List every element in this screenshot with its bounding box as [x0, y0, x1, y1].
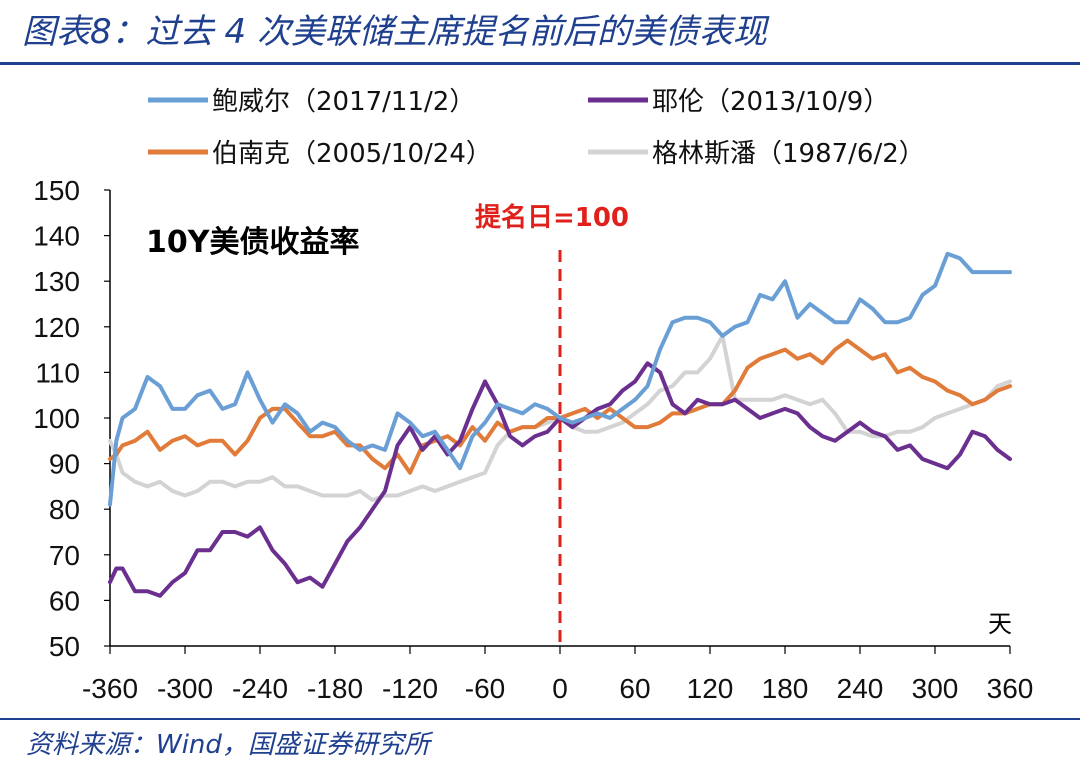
- axes: 50 60 70 80 90 100 110 120 130 140 150 -360 -300 -240…: [33, 175, 1033, 704]
- x-tick-label: 60: [619, 673, 650, 704]
- title-divider: [0, 62, 1080, 65]
- footer-divider: [0, 718, 1080, 720]
- x-axis-label: 天: [988, 610, 1012, 638]
- y-tick-label: 150: [33, 175, 80, 206]
- nomination-annotation: 提名日=100: [475, 202, 629, 233]
- series-line-2: [108, 338, 1012, 475]
- x-tick-label: -300: [157, 673, 213, 704]
- legend-label-1: 耶伦（2013/10/9）: [652, 87, 889, 117]
- y-tick-label: 80: [49, 494, 80, 525]
- series-line-1: [108, 361, 1012, 598]
- y-tick-label: 60: [49, 585, 80, 616]
- y-tick-label: 70: [49, 540, 80, 571]
- x-tick-label: -60: [465, 673, 505, 704]
- figure-title: 图表8：过去 4 次美联储主席提名前后的美债表现: [22, 12, 767, 52]
- y-tick-label: 90: [49, 449, 80, 480]
- series-line-0: [108, 251, 1012, 507]
- x-tick-label: 120: [687, 673, 734, 704]
- x-tick-label: -180: [307, 673, 363, 704]
- x-tick-label: 360: [987, 673, 1034, 704]
- y-tick-label: 140: [33, 221, 80, 252]
- source-note: 资料来源：Wind，国盛证券研究所: [26, 730, 430, 760]
- x-tick-label: 0: [552, 673, 568, 704]
- legend: 鲍威尔（2017/11/2） 耶伦（2013/10/9） 伯南克（2005/10/2…: [148, 87, 925, 169]
- x-tick-label: -120: [382, 673, 438, 704]
- x-tick-label: 300: [912, 673, 959, 704]
- legend-label-3: 格林斯潘（1987/6/2）: [652, 139, 925, 169]
- line-chart: 50 60 70 80 90 100 110 120 130 140 150 -360 -300 -240…: [33, 87, 1033, 704]
- y-tick-label: 120: [33, 312, 80, 343]
- legend-label-2: 伯南克（2005/10/24）: [212, 139, 492, 169]
- series-lines: [108, 251, 1012, 598]
- y-tick-label: 100: [33, 403, 80, 434]
- y-tick-label: 110: [35, 357, 80, 388]
- y-tick-label: 50: [49, 631, 80, 662]
- chart-subtitle: 10Y美债收益率: [146, 225, 359, 260]
- x-tick-label: 180: [762, 673, 809, 704]
- series-line-3: [108, 333, 1012, 503]
- x-tick-label: -360: [82, 673, 138, 704]
- x-tick-label: 240: [837, 673, 884, 704]
- x-tick-label: -240: [232, 673, 288, 704]
- legend-label-0: 鲍威尔（2017/11/2）: [212, 87, 475, 117]
- y-tick-label: 130: [33, 266, 80, 297]
